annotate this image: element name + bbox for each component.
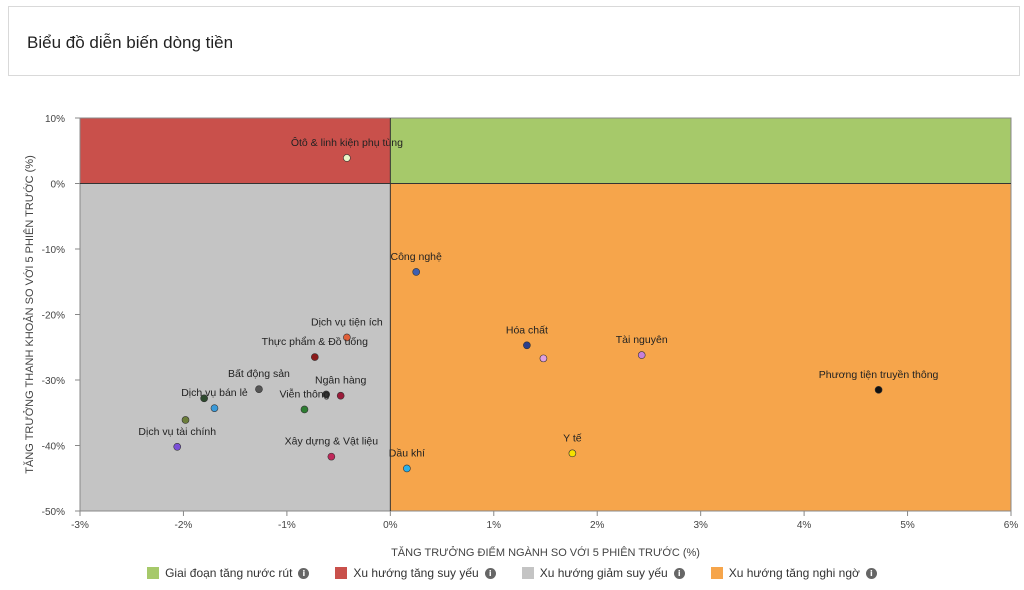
y-tick-label: -20% (42, 311, 65, 322)
y-tick-label: 10% (45, 114, 65, 125)
x-tick-label: -2% (175, 520, 193, 531)
data-point[interactable] (412, 268, 420, 276)
y-tick-label: -10% (42, 245, 65, 256)
point-label: Y tế (563, 432, 582, 444)
point-label: Dịch vụ bán lẻ (181, 387, 248, 399)
data-point[interactable] (568, 449, 577, 458)
legend-item-weak-down[interactable]: Xu hướng giảm suy yếu i (521, 566, 685, 580)
x-axis-title: TĂNG TRƯỞNG ĐIỂM NGÀNH SO VỚI 5 PHIÊN TR… (391, 546, 700, 559)
point-label: Ôtô & linh kiện phụ tùng (291, 136, 403, 149)
point-label: Dịch vụ tài chính (138, 426, 216, 438)
data-point[interactable] (255, 385, 263, 393)
point-label: Xây dựng & Vật liệu (285, 436, 379, 448)
x-tick-label: -3% (71, 520, 89, 531)
y-tick-label: -30% (42, 376, 65, 387)
x-tick-label: 4% (797, 520, 812, 531)
chart-header: Biểu đồ diễn biến dòng tiền (8, 6, 1020, 76)
legend-item-weak-up[interactable]: Xu hướng tăng suy yếu i (335, 566, 496, 580)
point-label: Thực phẩm & Đồ uống (262, 336, 368, 348)
legend-item-sprint[interactable]: Giai đoạn tăng nước rút i (147, 566, 310, 580)
page-title: Biểu đồ diễn biến dòng tiền (27, 33, 234, 52)
data-point[interactable] (343, 154, 351, 162)
point-label: Dịch vụ tiện ích (311, 316, 383, 328)
data-point[interactable] (539, 354, 548, 363)
data-point[interactable] (210, 404, 219, 412)
quadrant-2 (80, 183, 391, 511)
data-point[interactable] (343, 333, 351, 342)
data-point[interactable] (403, 464, 411, 473)
legend-item-doubtful-up[interactable]: Xu hướng tăng nghi ngờ i (710, 566, 877, 580)
y-tick-label: -40% (42, 442, 65, 453)
y-axis-title: TĂNG TRƯỞNG THANH KHOẢN SO VỚI 5 PHIÊN T… (23, 155, 36, 473)
quadrant-1 (80, 118, 391, 184)
point-label: Dầu khí (389, 447, 425, 459)
data-point[interactable] (200, 394, 208, 403)
info-icon[interactable]: i (865, 567, 877, 579)
legend-label: Xu hướng giảm suy yếu (539, 566, 668, 580)
x-tick-label: 2% (590, 520, 605, 531)
data-point[interactable] (874, 386, 883, 394)
data-point[interactable] (637, 351, 646, 359)
y-tick-label: -50% (42, 507, 65, 518)
point-label: Viễn thông (279, 387, 329, 400)
legend-swatch (335, 567, 348, 579)
legend-swatch (710, 567, 723, 579)
x-tick-label: -1% (278, 520, 296, 531)
x-tick-label: 6% (1004, 520, 1019, 531)
legend-swatch (521, 567, 534, 579)
point-label: Tài nguyên (616, 334, 668, 346)
y-tick-label: 0% (51, 180, 66, 191)
info-icon[interactable]: i (673, 567, 685, 579)
legend-label: Xu hướng tăng nghi ngờ (728, 566, 860, 580)
x-tick-label: 3% (693, 520, 708, 531)
scatter-chart: -3% -2% -1% 0% 1% 2% 3% 4% 5% 6% -50% -40% -30% -20% -… (23, 114, 1019, 559)
data-point[interactable] (336, 391, 345, 400)
data-point[interactable] (181, 416, 190, 424)
data-point[interactable] (311, 353, 319, 361)
info-icon[interactable]: i (298, 567, 310, 579)
data-point[interactable] (173, 443, 182, 451)
point-label: Hóa chất (506, 324, 548, 336)
data-point[interactable] (300, 405, 309, 414)
x-tick-label: 1% (487, 520, 502, 531)
quadrant-0 (390, 118, 1011, 184)
point-label: Phương tiện truyền thông (819, 369, 939, 381)
point-label: Công nghệ (390, 251, 442, 263)
point-label: Bất động sản (228, 368, 290, 380)
x-tick-label: 5% (900, 520, 915, 531)
x-tick-label: 0% (383, 520, 398, 531)
data-point[interactable] (322, 390, 330, 399)
data-point[interactable] (327, 452, 336, 461)
point-label: Ngân hàng (315, 375, 367, 387)
quadrant-3 (390, 183, 1011, 511)
legend-label: Giai đoạn tăng nước rút (165, 566, 293, 580)
info-icon[interactable]: i (484, 567, 496, 579)
chart-legend: Giai đoạn tăng nước rút i Xu hướng tăng … (0, 566, 1024, 580)
legend-label: Xu hướng tăng suy yếu (353, 566, 479, 580)
legend-swatch (147, 567, 160, 579)
data-point[interactable] (523, 341, 531, 350)
